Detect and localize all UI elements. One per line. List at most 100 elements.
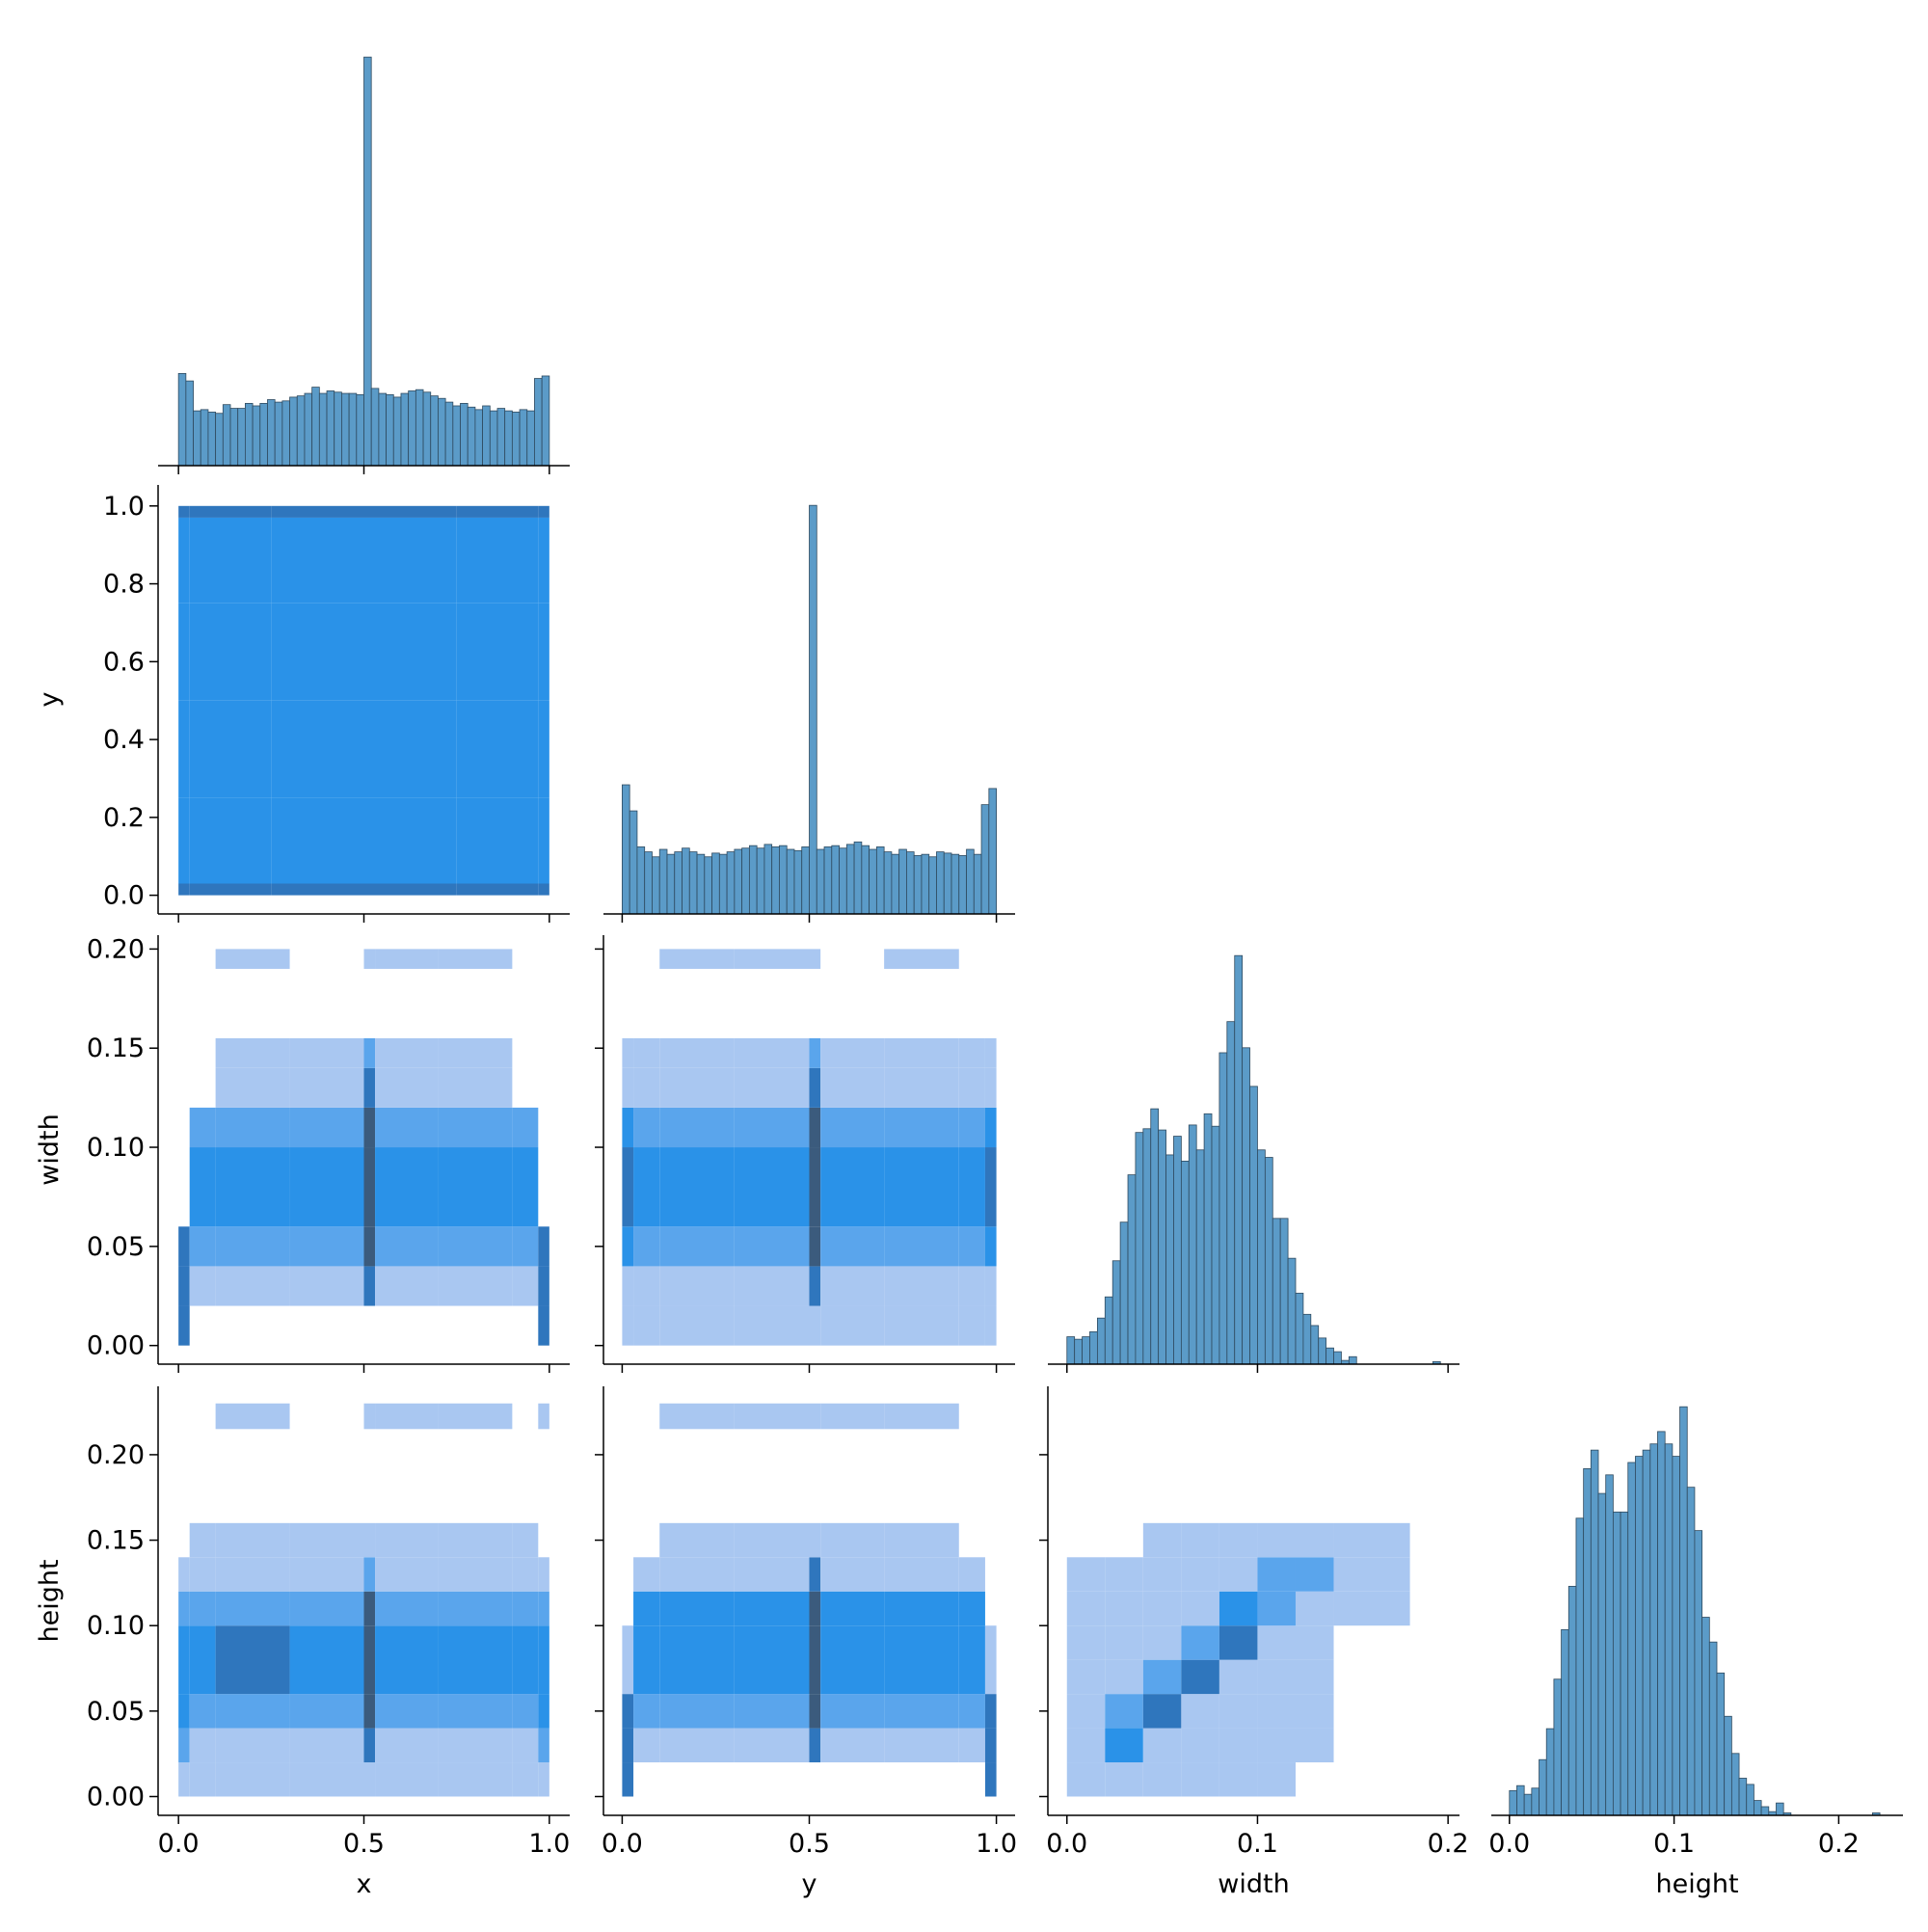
histogram-bar bbox=[1523, 1793, 1533, 1816]
histogram-bar bbox=[1142, 1128, 1152, 1365]
y-tick-label: 0.00 bbox=[87, 1782, 145, 1811]
heatmap-cell bbox=[1142, 1762, 1182, 1797]
heatmap-cell bbox=[289, 1147, 364, 1227]
histogram-bar bbox=[1657, 1431, 1666, 1816]
heatmap-cell bbox=[659, 949, 735, 969]
heatmap-cell bbox=[215, 1147, 290, 1227]
heatmap-cell bbox=[633, 1591, 660, 1626]
heatmap-cell bbox=[820, 1403, 885, 1430]
y-tick-label: 0.00 bbox=[87, 1331, 145, 1361]
heatmap-cell bbox=[289, 1557, 364, 1592]
heatmap-cell bbox=[1142, 1728, 1182, 1763]
histogram-bar bbox=[913, 855, 923, 915]
histogram-bar bbox=[1211, 1125, 1220, 1365]
heatmap-cell bbox=[622, 1762, 634, 1797]
heatmap-cell bbox=[363, 1147, 376, 1227]
heatmap-cell bbox=[363, 505, 457, 518]
heatmap-cell bbox=[363, 883, 457, 896]
heatmap-cell bbox=[633, 1694, 660, 1729]
histogram-bar bbox=[1716, 1672, 1726, 1816]
histogram-bar bbox=[1104, 1296, 1113, 1365]
heatmap-cell bbox=[456, 700, 539, 798]
heatmap-cell bbox=[178, 700, 190, 798]
y-tick-label: 0.05 bbox=[87, 1232, 145, 1262]
heatmap-cell bbox=[633, 1226, 660, 1267]
heatmap-cell bbox=[375, 1591, 439, 1626]
heatmap-cell bbox=[622, 1226, 634, 1267]
histogram-bar bbox=[951, 853, 960, 915]
histogram-bar bbox=[1575, 1517, 1585, 1816]
histogram-bar bbox=[1531, 1787, 1540, 1816]
histogram-bar bbox=[891, 853, 900, 915]
heatmap-cell bbox=[622, 1625, 634, 1695]
histogram-bar bbox=[1272, 1218, 1281, 1365]
histogram-bar bbox=[644, 851, 653, 915]
histogram-bar bbox=[318, 392, 328, 467]
heatmap-cell bbox=[178, 883, 190, 896]
heatmap-cell bbox=[958, 1266, 985, 1306]
histogram-bar bbox=[779, 845, 788, 915]
histogram-bar bbox=[1664, 1443, 1674, 1816]
histogram-bar bbox=[636, 846, 646, 915]
heatmap-cell bbox=[659, 1305, 735, 1346]
histogram-bar bbox=[438, 397, 446, 467]
histogram-bar bbox=[921, 853, 930, 915]
histogram-bar bbox=[356, 393, 364, 467]
heatmap-cell bbox=[958, 1557, 985, 1592]
y-tick-label: 0.6 bbox=[103, 647, 145, 677]
histogram-bar bbox=[245, 402, 254, 467]
y-axis-label: y bbox=[35, 691, 65, 707]
heatmap-cell bbox=[659, 1557, 735, 1592]
histogram-bar bbox=[207, 412, 217, 467]
heatmap-cell bbox=[809, 1147, 821, 1227]
heatmap-cell bbox=[375, 1625, 439, 1695]
histogram-bar bbox=[1158, 1129, 1166, 1365]
heatmap-cell bbox=[289, 1694, 364, 1729]
y-tick-label: 0.10 bbox=[87, 1133, 145, 1163]
histogram-bar bbox=[809, 504, 817, 915]
heatmap-cell bbox=[512, 1522, 539, 1558]
heatmap-cell bbox=[178, 797, 190, 884]
y-tick-label: 1.0 bbox=[103, 492, 145, 522]
heatmap-cell bbox=[809, 1107, 821, 1148]
heatmap-cell bbox=[512, 1147, 539, 1227]
heatmap-cell bbox=[884, 1067, 959, 1108]
heatmap-cell bbox=[809, 1591, 821, 1626]
heatmap-cell bbox=[538, 1305, 549, 1346]
heatmap-cell bbox=[884, 1403, 959, 1430]
histogram-bar bbox=[274, 401, 283, 467]
heatmap-cell bbox=[538, 517, 549, 604]
heatmap-cell bbox=[884, 1625, 959, 1695]
heatmap-cell bbox=[189, 700, 272, 798]
heatmap-cell bbox=[215, 1037, 290, 1068]
heatmap-cell bbox=[271, 883, 364, 896]
heatmap-cell bbox=[456, 603, 539, 701]
heatmap-cell bbox=[1295, 1557, 1334, 1592]
heatmap-cell bbox=[512, 1266, 539, 1306]
heatmap-cell bbox=[215, 1762, 290, 1797]
histogram-bar bbox=[334, 391, 342, 467]
heatmap-cell bbox=[884, 1522, 959, 1558]
heatmap-cell bbox=[984, 1266, 997, 1306]
x-tick-label: 0.0 bbox=[1046, 1829, 1087, 1859]
heatmap-cell bbox=[289, 1522, 364, 1558]
heatmap-cell bbox=[1181, 1762, 1219, 1797]
heatmap-cell bbox=[809, 1226, 821, 1267]
x-tick-label: 1.0 bbox=[976, 1829, 1017, 1859]
heatmap-cell bbox=[820, 1226, 885, 1267]
heatmap-cell bbox=[178, 1266, 190, 1306]
histogram-bar bbox=[875, 846, 885, 915]
heatmap-cell bbox=[734, 1522, 810, 1558]
x-axis-label: x bbox=[357, 1869, 372, 1899]
histogram-bar bbox=[1642, 1449, 1651, 1816]
histogram-bar bbox=[1226, 1021, 1236, 1365]
heatmap-cell bbox=[215, 1625, 290, 1695]
histogram-bar bbox=[1724, 1715, 1732, 1816]
histogram-bar bbox=[215, 413, 224, 467]
heatmap-cell bbox=[1142, 1557, 1182, 1592]
histogram-bar bbox=[348, 392, 358, 467]
heatmap-cell bbox=[659, 1107, 735, 1148]
heatmap-cell bbox=[1105, 1625, 1143, 1660]
histogram-bar bbox=[1111, 1260, 1121, 1365]
